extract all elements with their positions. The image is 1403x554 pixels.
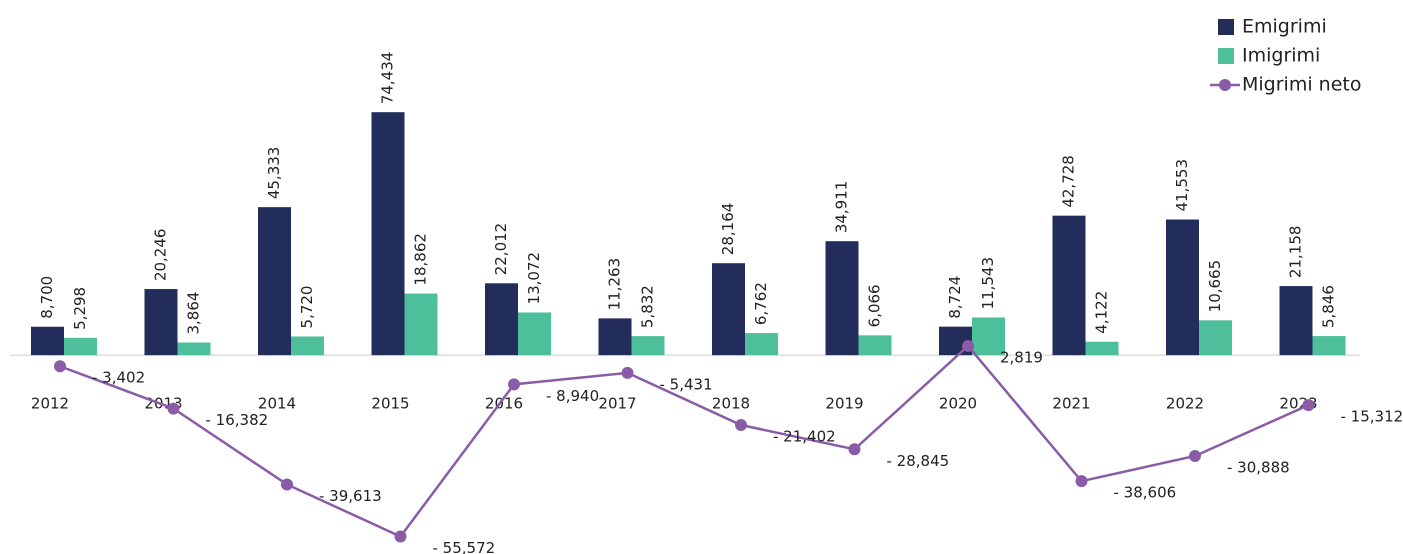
legend-swatch <box>1218 19 1234 35</box>
x-tick-label: 2020 <box>939 395 977 413</box>
bar <box>1085 341 1119 356</box>
legend-label: Migrimi neto <box>1242 74 1361 96</box>
bar <box>1052 215 1086 356</box>
bar-value-label: 20,246 <box>152 229 170 282</box>
bar <box>1279 286 1313 356</box>
bar <box>825 241 859 356</box>
x-tick-label: 2019 <box>825 395 863 413</box>
bar-value-label: 13,072 <box>525 252 543 305</box>
line-point <box>621 366 634 379</box>
line-point <box>848 443 861 456</box>
line-value-label: - 15,312 <box>1341 408 1403 426</box>
bar <box>258 207 291 356</box>
x-tick-label: 2016 <box>485 395 523 413</box>
bar-value-label: 34,911 <box>833 181 851 234</box>
bar <box>404 293 438 356</box>
bar-value-label: 4,122 <box>1093 291 1111 334</box>
bar-value-label: 28,164 <box>719 203 737 256</box>
line-point <box>394 530 407 543</box>
line-point <box>54 360 66 373</box>
x-tick-label: 2018 <box>712 395 750 413</box>
line-point <box>281 478 293 491</box>
bar <box>745 333 778 356</box>
bar-value-label: 41,553 <box>1173 159 1191 212</box>
line-value-label: - 21,402 <box>773 428 836 446</box>
bar <box>177 342 211 356</box>
line-value-label: - 3,402 <box>92 369 145 387</box>
bar <box>631 336 665 356</box>
line-value-label: 2,819 <box>1000 348 1043 366</box>
bar <box>144 289 178 356</box>
legend-swatch <box>1218 48 1234 64</box>
bar <box>598 318 632 356</box>
legend-label: Imigrimi <box>1242 45 1320 67</box>
bar <box>485 283 518 356</box>
bar-value-label: 18,862 <box>412 233 430 286</box>
bar <box>31 326 64 356</box>
x-tick-label: 2012 <box>31 395 69 413</box>
bar <box>64 337 97 356</box>
bar <box>972 317 1005 356</box>
line-value-label: - 8,940 <box>546 387 599 405</box>
line-point <box>962 339 974 352</box>
bar <box>518 312 551 356</box>
bar <box>371 112 405 356</box>
bar-value-label: 45,333 <box>265 147 283 200</box>
bar <box>1166 219 1199 356</box>
x-tick-label: 2017 <box>598 395 636 413</box>
bar-value-label: 5,298 <box>71 287 89 330</box>
line-point <box>167 402 180 415</box>
bar-value-label: 6,762 <box>752 282 770 325</box>
bar <box>1199 320 1232 356</box>
bar-value-label: 22,012 <box>492 223 510 276</box>
x-tick-label: 2021 <box>1052 395 1090 413</box>
bar <box>291 336 324 356</box>
line-point <box>1189 449 1201 462</box>
bar-value-label: 10,665 <box>1206 260 1224 313</box>
bar-value-label: 5,832 <box>639 285 657 328</box>
line-value-label: - 5,431 <box>660 375 713 393</box>
bar <box>712 263 745 356</box>
bar-value-label: 8,724 <box>946 276 964 319</box>
line-value-label: - 30,888 <box>1227 458 1290 476</box>
bar <box>1312 336 1346 356</box>
bar-value-label: 6,066 <box>866 284 884 327</box>
bar-value-label: 5,846 <box>1320 285 1338 328</box>
line-value-label: - 55,572 <box>433 539 496 554</box>
line-value-label: - 39,613 <box>319 487 382 505</box>
line-point <box>1075 475 1088 488</box>
line-point <box>508 378 520 391</box>
bar <box>858 335 892 356</box>
x-tick-label: 2015 <box>371 395 409 413</box>
bar-value-label: 11,543 <box>979 257 997 310</box>
bar-value-label: 5,720 <box>298 286 316 329</box>
bar-value-label: 3,864 <box>185 292 203 335</box>
bar-value-label: 42,728 <box>1060 155 1078 208</box>
legend-label: Emigrimi <box>1242 16 1327 38</box>
bar-value-label: 21,158 <box>1287 226 1305 279</box>
line-value-label: - 38,606 <box>1114 484 1177 502</box>
bar-value-label: 8,700 <box>38 276 56 319</box>
legend: Emigrimi Imigrimi Migrimi neto <box>1210 16 1361 96</box>
line <box>59 344 1310 539</box>
line-value-label: - 28,845 <box>887 452 950 470</box>
line-point <box>1302 399 1315 412</box>
line-value-label: - 16,382 <box>206 411 269 429</box>
legend-marker <box>1219 79 1231 91</box>
bar-value-label: 74,434 <box>379 52 397 105</box>
bar-value-label: 11,263 <box>606 258 624 311</box>
line-point <box>735 419 747 432</box>
x-tick-label: 2022 <box>1166 395 1204 413</box>
x-tick-label: 2014 <box>258 395 296 413</box>
